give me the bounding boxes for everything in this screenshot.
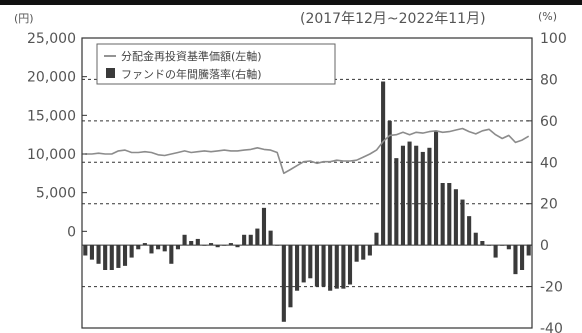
annual-return-bar <box>526 245 531 256</box>
plot-frame <box>81 37 533 329</box>
annual-return-bar <box>520 245 525 270</box>
annual-return-bar <box>341 245 346 289</box>
legend: 分配金再投資基準価額(左軸) ファンドの年間騰落率(右軸) <box>96 43 336 85</box>
annual-return-bar <box>156 245 161 250</box>
annual-return-bar <box>367 245 372 256</box>
annual-return-bar <box>202 245 207 246</box>
annual-return-bar <box>103 245 108 270</box>
annual-return-bar <box>182 234 187 246</box>
annual-return-bar <box>129 245 134 258</box>
annual-return-bar <box>440 183 445 246</box>
annual-return-bar <box>242 234 247 246</box>
annual-return-bar <box>467 216 472 246</box>
left-axis-tick-label: 15,000 <box>27 108 76 124</box>
annual-return-bar <box>321 245 326 287</box>
annual-return-bar <box>407 141 412 246</box>
right-axis-tick-label: -20 <box>540 280 563 296</box>
annual-return-bar <box>308 245 313 279</box>
annual-return-bar <box>314 245 319 287</box>
annual-return-bar <box>281 245 286 322</box>
annual-return-bar <box>427 147 432 246</box>
annual-return-bar <box>116 245 121 268</box>
right-axis-tick-label: 60 <box>540 114 558 130</box>
annual-return-bar <box>347 245 353 285</box>
annual-return-bar <box>275 245 280 246</box>
annual-return-bar <box>420 151 425 246</box>
left-axis-tick-label: 5,000 <box>36 186 76 202</box>
right-axis-tick-label: -40 <box>540 321 563 333</box>
annual-return-bar <box>288 245 293 308</box>
annual-return-bar <box>473 232 478 246</box>
period-label: (2017年12月~2022年11月) <box>300 11 486 27</box>
nav-line <box>85 127 530 175</box>
annual-return-bar <box>215 245 220 248</box>
annual-return-bar <box>136 245 141 250</box>
annual-return-bar <box>295 245 300 291</box>
annual-return-bar <box>460 199 465 246</box>
annual-return-bar <box>506 245 511 250</box>
annual-return-bar <box>414 145 419 246</box>
bars-layer <box>83 81 531 322</box>
legend-bar-swatch <box>106 68 115 78</box>
left-axis-tick-label: 10,000 <box>27 147 76 163</box>
annual-return-bar <box>493 245 498 258</box>
annual-return-bar <box>301 245 306 283</box>
annual-return-bar <box>374 232 379 246</box>
left-unit-label: (円) <box>14 12 34 25</box>
legend-line-label: 分配金再投資基準価額(左軸) <box>121 49 262 63</box>
legend-box <box>96 43 336 85</box>
grid-layer <box>82 78 532 288</box>
annual-return-bar <box>195 238 200 246</box>
annual-return-bar <box>175 245 181 250</box>
annual-return-bar <box>400 145 406 246</box>
annual-return-bar <box>162 245 167 252</box>
annual-return-bar <box>142 243 147 246</box>
annual-return-bar <box>89 245 94 260</box>
left-axis-tick-label: 20,000 <box>27 70 76 86</box>
annual-return-bar <box>447 183 452 246</box>
annual-return-bar <box>354 245 359 262</box>
annual-return-bar <box>189 241 194 246</box>
annual-return-bar <box>235 245 240 248</box>
annual-return-bar <box>334 245 339 289</box>
annual-return-bar <box>255 228 260 246</box>
annual-return-bar <box>381 81 386 246</box>
left-axis-tick-label: 0 <box>67 224 76 240</box>
annual-return-bar <box>480 241 485 246</box>
right-unit-label: (%) <box>538 10 557 23</box>
annual-return-bar <box>394 158 399 246</box>
annual-return-bar <box>433 131 439 246</box>
annual-return-bar <box>261 207 267 246</box>
annual-return-bar <box>248 234 253 246</box>
annual-return-bar <box>453 189 458 246</box>
right-axis-tick-label: 100 <box>540 31 567 47</box>
annual-return-bar <box>83 245 88 256</box>
top-rule <box>0 0 582 5</box>
annual-return-bar <box>268 230 273 246</box>
annual-return-bar <box>208 243 214 246</box>
annual-return-bar <box>361 245 366 260</box>
annual-return-bar <box>486 245 492 246</box>
annual-return-bar <box>109 245 114 270</box>
annual-return-bar <box>500 245 505 246</box>
annual-return-bar <box>96 245 101 264</box>
right-axis-ticks: 100 80 60 40 20 0 -20 -40 <box>527 31 567 333</box>
right-axis-tick-label: 40 <box>540 155 558 171</box>
annual-return-bar <box>328 245 333 291</box>
left-axis-ticks: 25,000 20,000 15,000 10,000 5,000 0 <box>27 31 87 240</box>
right-axis-tick-label: 80 <box>540 72 558 88</box>
right-axis-tick-label: 20 <box>540 197 558 213</box>
annual-return-bar <box>222 245 227 246</box>
annual-return-bar <box>387 120 392 246</box>
annual-return-bar <box>149 245 154 254</box>
left-axis-tick-label: 25,000 <box>27 31 76 47</box>
right-axis-tick-label: 0 <box>540 238 549 254</box>
legend-bar-label: ファンドの年間騰落率(右軸) <box>121 67 262 81</box>
annual-return-bar <box>122 245 128 266</box>
annual-return-bar <box>169 245 174 264</box>
annual-return-bar <box>228 243 233 246</box>
annual-return-bar <box>513 245 518 275</box>
line-layer <box>85 127 530 175</box>
